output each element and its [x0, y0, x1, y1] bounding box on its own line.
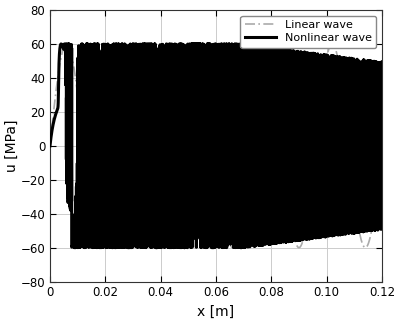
Linear wave: [363, 246, 368, 249]
X-axis label: x [m]: x [m]: [198, 305, 234, 319]
Linear wave: [64, 42, 69, 46]
Y-axis label: u [MPa]: u [MPa]: [5, 120, 19, 172]
Nonlinear wave: [380, 60, 384, 64]
Linear wave: [244, 170, 249, 174]
Nonlinear wave: [64, 97, 69, 101]
Linear wave: [294, 242, 298, 246]
Nonlinear wave: [244, 244, 249, 248]
Linear wave: [380, 144, 384, 148]
Linear wave: [168, 238, 173, 242]
Legend: Linear wave, Nonlinear wave: Linear wave, Nonlinear wave: [240, 16, 376, 48]
Nonlinear wave: [48, 144, 52, 148]
Linear wave: [48, 144, 52, 148]
Nonlinear wave: [294, 226, 298, 230]
Linear wave: [64, 42, 69, 46]
Linear wave: [258, 52, 263, 56]
Linear wave: [312, 160, 316, 164]
Nonlinear wave: [98, 246, 103, 249]
Nonlinear wave: [190, 42, 195, 46]
Nonlinear wave: [168, 215, 173, 219]
Line: Nonlinear wave: Nonlinear wave: [50, 44, 382, 248]
Nonlinear wave: [258, 123, 263, 127]
Nonlinear wave: [312, 105, 316, 109]
Line: Linear wave: Linear wave: [50, 44, 382, 248]
